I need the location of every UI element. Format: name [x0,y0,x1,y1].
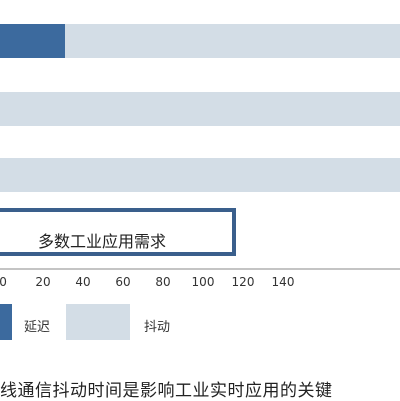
requirement-label: 多数工业应用需求 [38,232,167,251]
x-tick-label: 100 [192,275,215,289]
legend-swatch-latency [0,304,12,340]
bar-segment-jitter-1 [0,92,400,126]
x-tick-label: 80 [155,275,170,289]
x-tick-label: 0 [0,275,7,289]
x-tick-label: 60 [115,275,130,289]
bar-segment-latency-0 [0,24,75,58]
legend-swatch-jitter [66,304,130,340]
legend-label-jitter: 抖动 [144,320,171,335]
legend-label-latency: 延迟 [24,320,51,335]
x-axis-ticks: 0 20 40 60 80 100 120 140 [0,275,294,289]
figure-caption: 线通信抖动时间是影响工业实时应用的关键 [0,381,333,401]
x-tick-label: 40 [75,275,90,289]
x-tick-label: 20 [35,275,50,289]
x-tick-label: 120 [232,275,255,289]
requirement-box [0,208,236,256]
bar-segment-jitter-2 [0,158,400,192]
x-tick-label: 140 [272,275,295,289]
bar-segment-jitter-0 [65,24,400,58]
bar-group [0,24,400,192]
